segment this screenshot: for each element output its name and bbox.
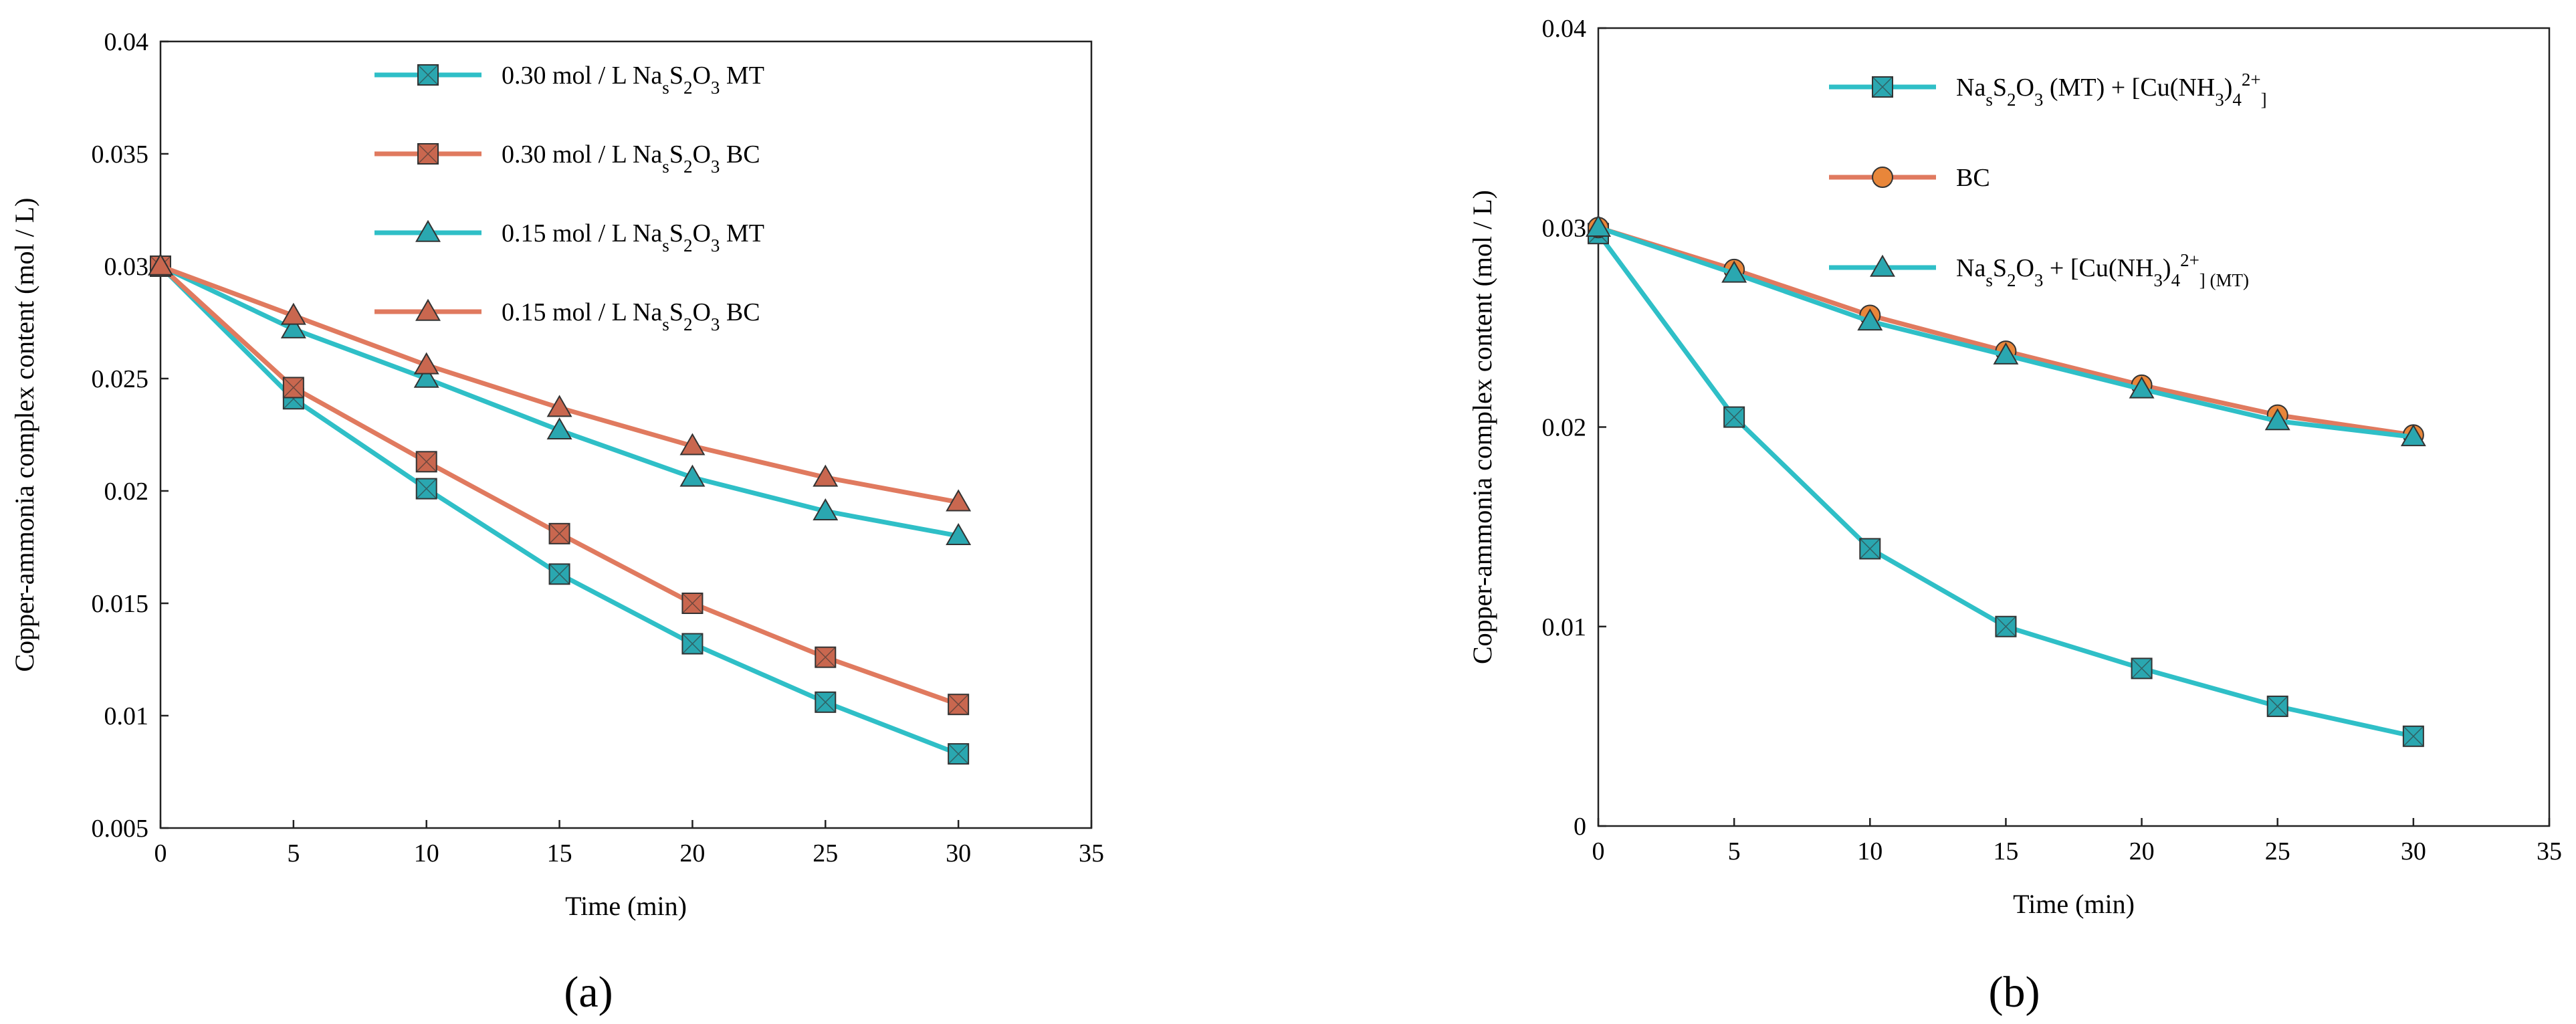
data-point-s1-3-shade [549,523,570,544]
data-point-s3-2 [413,352,439,375]
panel-b-label: (b) [1989,968,2040,1017]
x-tick-label: 15 [547,839,572,867]
y-tick-label: 0.02 [104,478,149,506]
data-point-s0-3-shade [1995,616,2016,637]
data-point-s2-6 [2400,424,2426,447]
data-point-s2-3 [546,417,572,440]
data-point-s0-6-shade [2403,726,2424,747]
y-tick-label: 0.03 [104,253,149,281]
data-point-s3-1 [280,302,306,325]
series-line-0 [158,264,960,756]
y-tick-label: 0.02 [1542,414,1587,442]
legend-marker-0-shade [1872,76,1893,98]
y-axis-label: Copper-ammonia complex content (mol / L) [1467,190,1497,664]
data-point-s0-6-shade [948,743,969,764]
x-tick-label: 30 [2401,837,2426,865]
chart-panel-b: 0 5 10 15 20 25 30 35 0 0.01 0.02 0.03 0.04 Time (min… [1467,15,2562,919]
y-tick-label: 0.04 [104,28,149,56]
x-tick-label: 0 [1592,837,1605,865]
y-tick-label: 0.025 [92,365,149,393]
data-point-s1-2-shade [416,451,437,472]
data-point-s3-5 [813,464,839,487]
legend-marker-3 [415,298,441,321]
legend-marker-1 [1872,167,1893,188]
x-tick-label: 20 [2129,837,2155,865]
data-point-s0-3-shade [549,563,570,585]
data-point-s0-4-shade [2131,657,2153,679]
y-tick-label: 0.03 [1542,214,1587,242]
data-point-s1-5-shade [815,647,836,668]
data-point-s1-6-shade [948,694,969,715]
data-point-s1-1-shade [283,377,304,398]
y-axis-label: Copper-ammonia complex content (mol / L) [9,197,39,672]
legend-label-1: BC [1956,164,1990,192]
x-tick-label: 0 [154,839,167,867]
x-tick-label: 15 [1993,837,2018,865]
y-tick-label: 0.005 [92,815,149,843]
data-point-s2-1 [1721,260,1747,283]
data-point-s2-1 [280,316,306,338]
legend-label-0: 0.30 mol / L NasS2O3 MT [502,62,764,98]
x-axis-label: Time (min) [2013,889,2135,919]
y-tick-label: 0 [1574,813,1586,841]
legend-label-1: 0.30 mol / L NasS2O3 BC [502,140,760,177]
x-tick-label: 30 [946,839,971,867]
x-tick-label: 10 [414,839,439,867]
legend-label-3: 0.15 mol / L NasS2O3 BC [502,298,760,334]
y-tick-label: 0.01 [1542,613,1587,641]
data-point-s3-0 [148,253,173,276]
data-point-s2-2 [1857,308,1883,331]
x-tick-label: 25 [2265,837,2290,865]
data-point-s2-6 [946,522,972,545]
y-tick-label: 0.04 [1542,15,1587,43]
legend-marker-2 [1870,254,1895,277]
data-point-s2-4 [679,464,706,487]
x-tick-label: 5 [1728,837,1741,865]
x-tick-label: 35 [1079,839,1104,867]
panel-a-label: (a) [564,968,613,1017]
x-tick-label: 10 [1857,837,1883,865]
x-axis-label: Time (min) [565,891,687,921]
series-line-1 [158,264,960,707]
data-point-s2-5 [813,498,839,520]
data-point-s2-2 [413,365,439,388]
legend-marker-2 [415,219,441,242]
data-point-s0-5-shade [2267,696,2288,717]
data-point-s3-6 [946,489,972,512]
y-tick-label: 0.035 [92,140,149,169]
chart-panel-a: 0 5 10 15 20 25 30 35 0.005 0.01 0.015 0.02 0.025 0.0… [9,28,1104,921]
legend-label-2: NasS2O3 + [Cu(NH3)42+] (MT) [1956,250,2249,290]
data-point-s2-5 [2264,408,2290,431]
x-tick-label: 35 [2537,837,2562,865]
legend-label-2: 0.15 mol / L NasS2O3 MT [502,219,764,255]
legend-label-0: NasS2O3 (MT) + [Cu(NH3)42+] [1956,70,2267,110]
series-line-0 [1596,232,2414,739]
data-point-s0-2-shade [416,478,437,500]
data-point-s3-4 [679,433,706,455]
data-point-s0-2-shade [1859,538,1881,559]
plot-frame [159,40,1093,829]
legend-marker-0-shade [417,64,439,86]
x-tick-label: 20 [679,839,705,867]
x-tick-label: 5 [287,839,300,867]
data-point-s0-5-shade [815,692,836,713]
data-point-s2-4 [2129,376,2155,399]
data-point-s2-3 [1993,342,2019,365]
data-point-s1-4-shade [681,593,703,614]
x-tick-label: 25 [813,839,838,867]
legend-marker-1-shade [417,143,439,165]
data-point-s3-3 [546,395,572,417]
data-point-s2-0 [1586,214,1611,237]
y-tick-label: 0.015 [92,590,149,618]
y-tick-label: 0.01 [104,702,149,730]
data-point-s0-1-shade [1723,407,1745,428]
data-point-s0-4-shade [681,633,703,655]
